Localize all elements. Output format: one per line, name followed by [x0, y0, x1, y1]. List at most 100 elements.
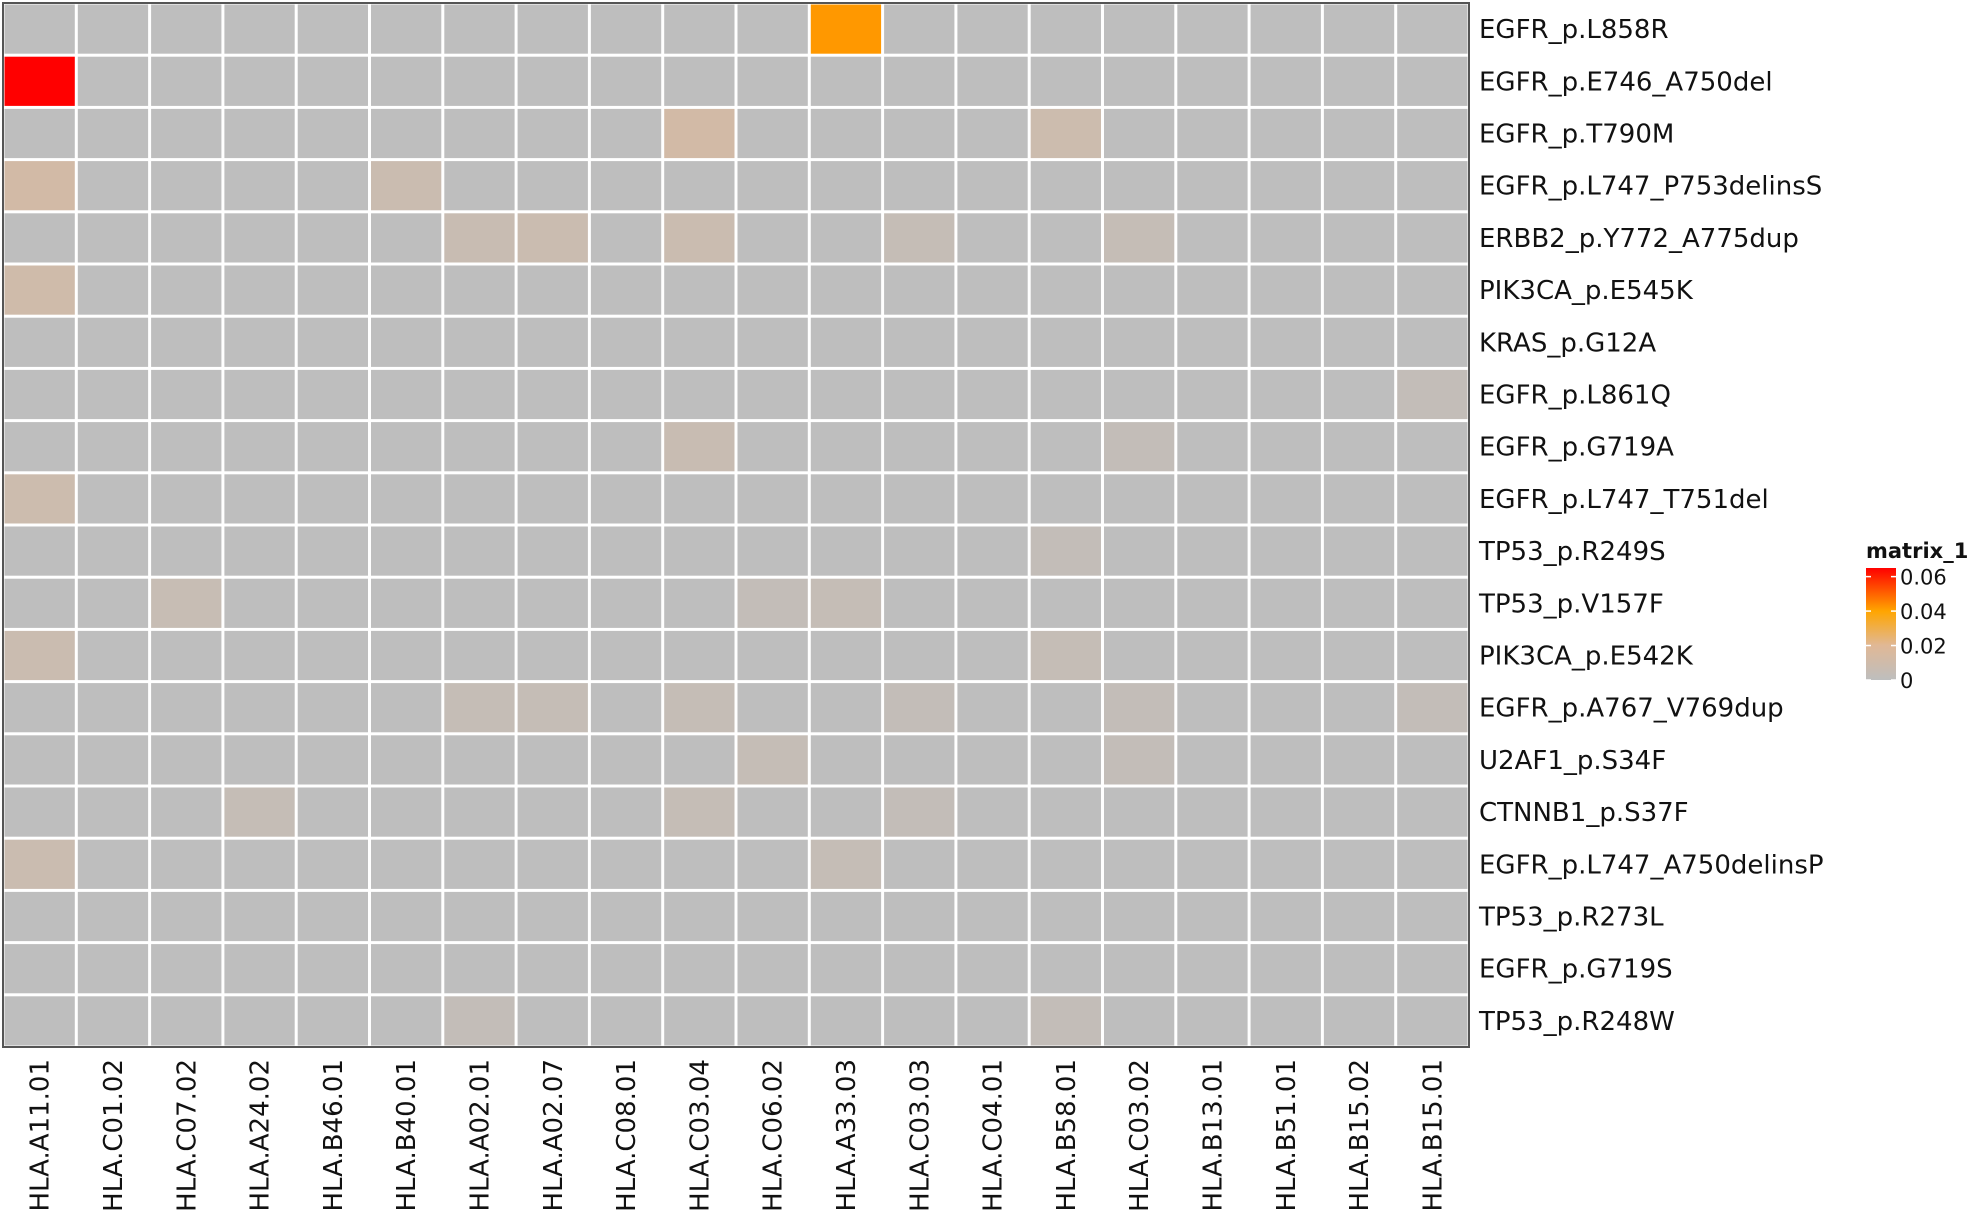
heatmap-cell	[371, 108, 442, 159]
legend-tick-label: 0.02	[1900, 635, 1947, 659]
row-label: EGFR_p.L747_T751del	[1479, 485, 1769, 515]
heatmap-cell	[297, 578, 368, 628]
heatmap-cell	[151, 787, 222, 837]
heatmap-cell	[1030, 213, 1101, 263]
heatmap-cell	[1030, 735, 1101, 785]
heatmap-cell	[884, 891, 955, 942]
heatmap-cell	[224, 317, 295, 367]
row-label: EGFR_p.L747_A750delinsP	[1479, 850, 1824, 880]
heatmap-cell	[590, 161, 662, 211]
heatmap-cell	[884, 787, 955, 837]
heatmap-cell	[371, 944, 442, 994]
heatmap-cell	[77, 4, 149, 54]
heatmap-cell	[1397, 56, 1468, 106]
heatmap-cell	[1323, 787, 1395, 837]
heatmap-cell	[1104, 996, 1175, 1046]
heatmap-cell	[590, 265, 662, 315]
column-label: HLA.C03.02	[1125, 1059, 1155, 1212]
heatmap-cell	[224, 630, 295, 681]
heatmap-cell	[1177, 422, 1248, 472]
heatmap-cell	[1250, 787, 1321, 837]
row-label: EGFR_p.A767_V769dup	[1479, 694, 1784, 724]
heatmap-cell	[151, 578, 222, 628]
heatmap-cell	[1104, 578, 1175, 628]
heatmap-cell	[1250, 526, 1321, 576]
heatmap-cell	[1397, 944, 1468, 994]
heatmap-cell	[664, 839, 735, 889]
heatmap-cell	[1250, 735, 1321, 785]
heatmap-cell	[297, 839, 368, 889]
heatmap-cell	[1030, 526, 1101, 576]
heatmap-cell	[224, 369, 295, 420]
heatmap-cell	[884, 944, 955, 994]
heatmap-cell	[1104, 422, 1175, 472]
heatmap-cell	[1323, 735, 1395, 785]
heatmap-cell	[371, 317, 442, 367]
row-label: KRAS_p.G12A	[1479, 328, 1656, 358]
heatmap-cell	[1104, 526, 1175, 576]
heatmap-cell	[1323, 317, 1395, 367]
heatmap-cell	[884, 161, 955, 211]
heatmap-cell	[224, 56, 295, 106]
column-label: HLA.A11.01	[26, 1059, 56, 1211]
heatmap-cell	[957, 683, 1028, 733]
heatmap-cell	[224, 735, 295, 785]
column-label: HLA.B15.02	[1345, 1059, 1375, 1212]
heatmap-cell	[297, 683, 368, 733]
heatmap-cell	[664, 944, 735, 994]
heatmap-cell	[444, 56, 515, 106]
heatmap-cell	[810, 369, 882, 420]
heatmap-cell	[1030, 56, 1101, 106]
heatmap-cell	[884, 4, 955, 54]
heatmap-cell	[1177, 839, 1248, 889]
row-label: PIK3CA_p.E545K	[1479, 276, 1694, 306]
column-label: HLA.A33.03	[832, 1059, 862, 1211]
heatmap-cell	[77, 630, 149, 681]
heatmap-cell	[517, 56, 588, 106]
heatmap-cell	[664, 891, 735, 942]
heatmap-cell	[1323, 944, 1395, 994]
column-label: HLA.C06.02	[759, 1059, 789, 1212]
heatmap-cell	[517, 683, 588, 733]
heatmap-cell	[371, 56, 442, 106]
heatmap-cell	[77, 944, 149, 994]
heatmap-cell	[1030, 578, 1101, 628]
heatmap-cell	[810, 839, 882, 889]
heatmap-cell	[371, 369, 442, 420]
heatmap-cell	[664, 996, 735, 1046]
heatmap-cell	[297, 4, 368, 54]
row-label: ERBB2_p.Y772_A775dup	[1479, 224, 1799, 254]
heatmap-cell	[664, 422, 735, 472]
heatmap-cell	[1250, 161, 1321, 211]
heatmap-cell	[517, 526, 588, 576]
heatmap-cell	[1397, 630, 1468, 681]
heatmap-cell	[517, 369, 588, 420]
heatmap-cell	[224, 474, 295, 524]
heatmap-cell	[810, 526, 882, 576]
heatmap-cell	[1397, 4, 1468, 54]
heatmap-cell	[590, 735, 662, 785]
row-label: EGFR_p.L858R	[1479, 15, 1669, 45]
row-label: U2AF1_p.S34F	[1479, 746, 1666, 776]
column-label: HLA.C08.01	[612, 1059, 642, 1212]
heatmap-cell	[737, 996, 808, 1046]
heatmap-cell	[1104, 839, 1175, 889]
heatmap-cell	[4, 265, 75, 315]
heatmap-cell	[1030, 996, 1101, 1046]
heatmap-cell	[151, 4, 222, 54]
heatmap-cell	[224, 265, 295, 315]
heatmap-cell	[1397, 422, 1468, 472]
heatmap-cell	[444, 630, 515, 681]
heatmap-cell	[664, 108, 735, 159]
heatmap-cell	[444, 526, 515, 576]
heatmap-cell	[517, 265, 588, 315]
heatmap-cell	[77, 56, 149, 106]
heatmap-cell	[1177, 4, 1248, 54]
heatmap-cell	[151, 630, 222, 681]
heatmap-cell	[371, 787, 442, 837]
heatmap-cell	[4, 161, 75, 211]
heatmap-cell	[1397, 839, 1468, 889]
heatmap-cell	[590, 474, 662, 524]
heatmap-cell	[957, 108, 1028, 159]
heatmap-cell	[590, 526, 662, 576]
